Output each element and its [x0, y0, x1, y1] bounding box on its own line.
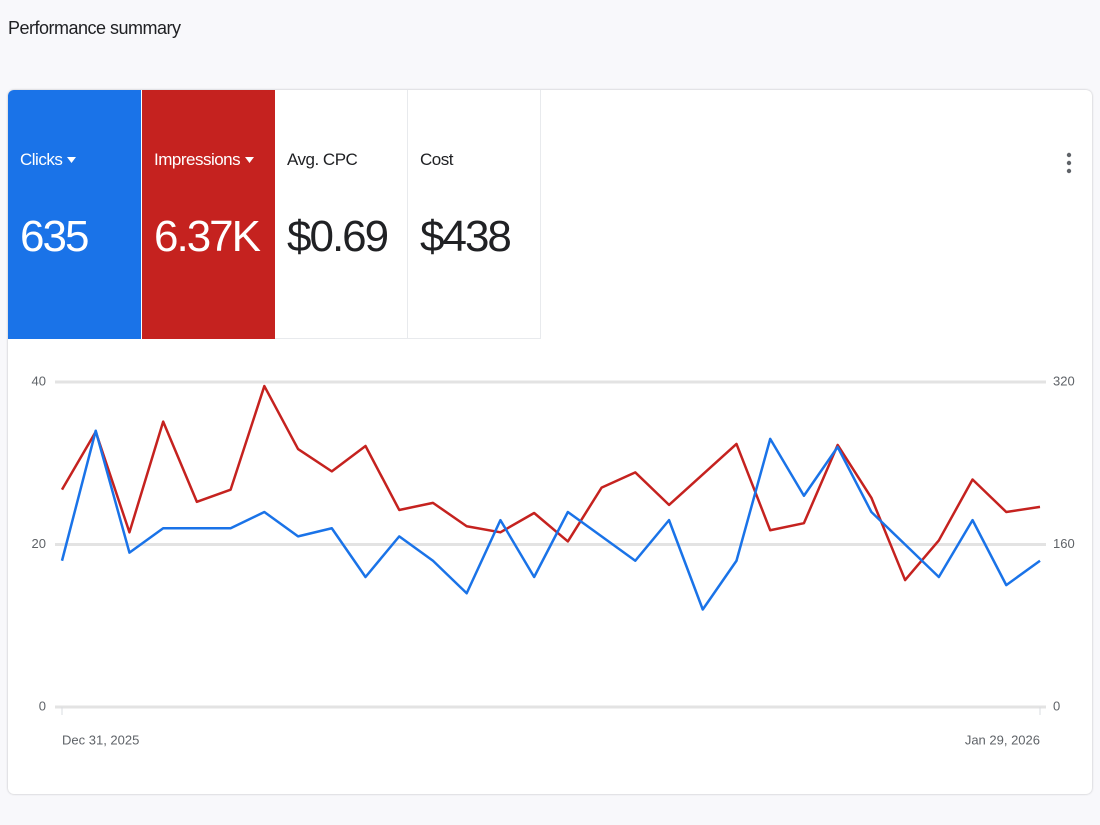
y2-tick-label: 320	[1053, 373, 1075, 388]
y-tick-label: 20	[32, 536, 46, 551]
more-menu[interactable]	[1063, 150, 1075, 190]
metric-tile[interactable]: Avg. CPC $0.69	[275, 90, 408, 339]
metric-label: Clicks	[20, 150, 63, 169]
y2-tick-label: 160	[1053, 536, 1075, 551]
metric-label: Cost	[420, 150, 453, 169]
metric-tile[interactable]: Impressions 6.37K	[142, 90, 275, 339]
dropdown-icon	[67, 157, 77, 163]
page-title: Performance summary	[8, 18, 181, 38]
metric-tile[interactable]: Clicks 635	[8, 90, 141, 339]
metric-value: 6.37K	[154, 212, 261, 261]
x-tick-label: Dec 31, 2025	[62, 732, 139, 747]
series-line	[60, 384, 1041, 582]
y-tick-label: 0	[39, 698, 46, 713]
metric-value: $438	[420, 212, 512, 261]
metric-label: Avg. CPC	[287, 150, 358, 169]
series-line	[60, 429, 1041, 611]
performance-card: Clicks 635 Impressions 6.37K Avg. CPC $0…	[8, 90, 1092, 794]
metric-value: 635	[20, 212, 89, 261]
metric-value: $0.69	[287, 212, 389, 261]
metric-tile[interactable]: Cost $438	[408, 90, 541, 339]
y-tick-label: 40	[32, 373, 46, 388]
dropdown-icon	[245, 157, 255, 163]
x-tick-label: Jan 29, 2026	[965, 732, 1040, 747]
metric-label: Impressions	[154, 150, 241, 169]
y2-tick-label: 0	[1053, 698, 1060, 713]
